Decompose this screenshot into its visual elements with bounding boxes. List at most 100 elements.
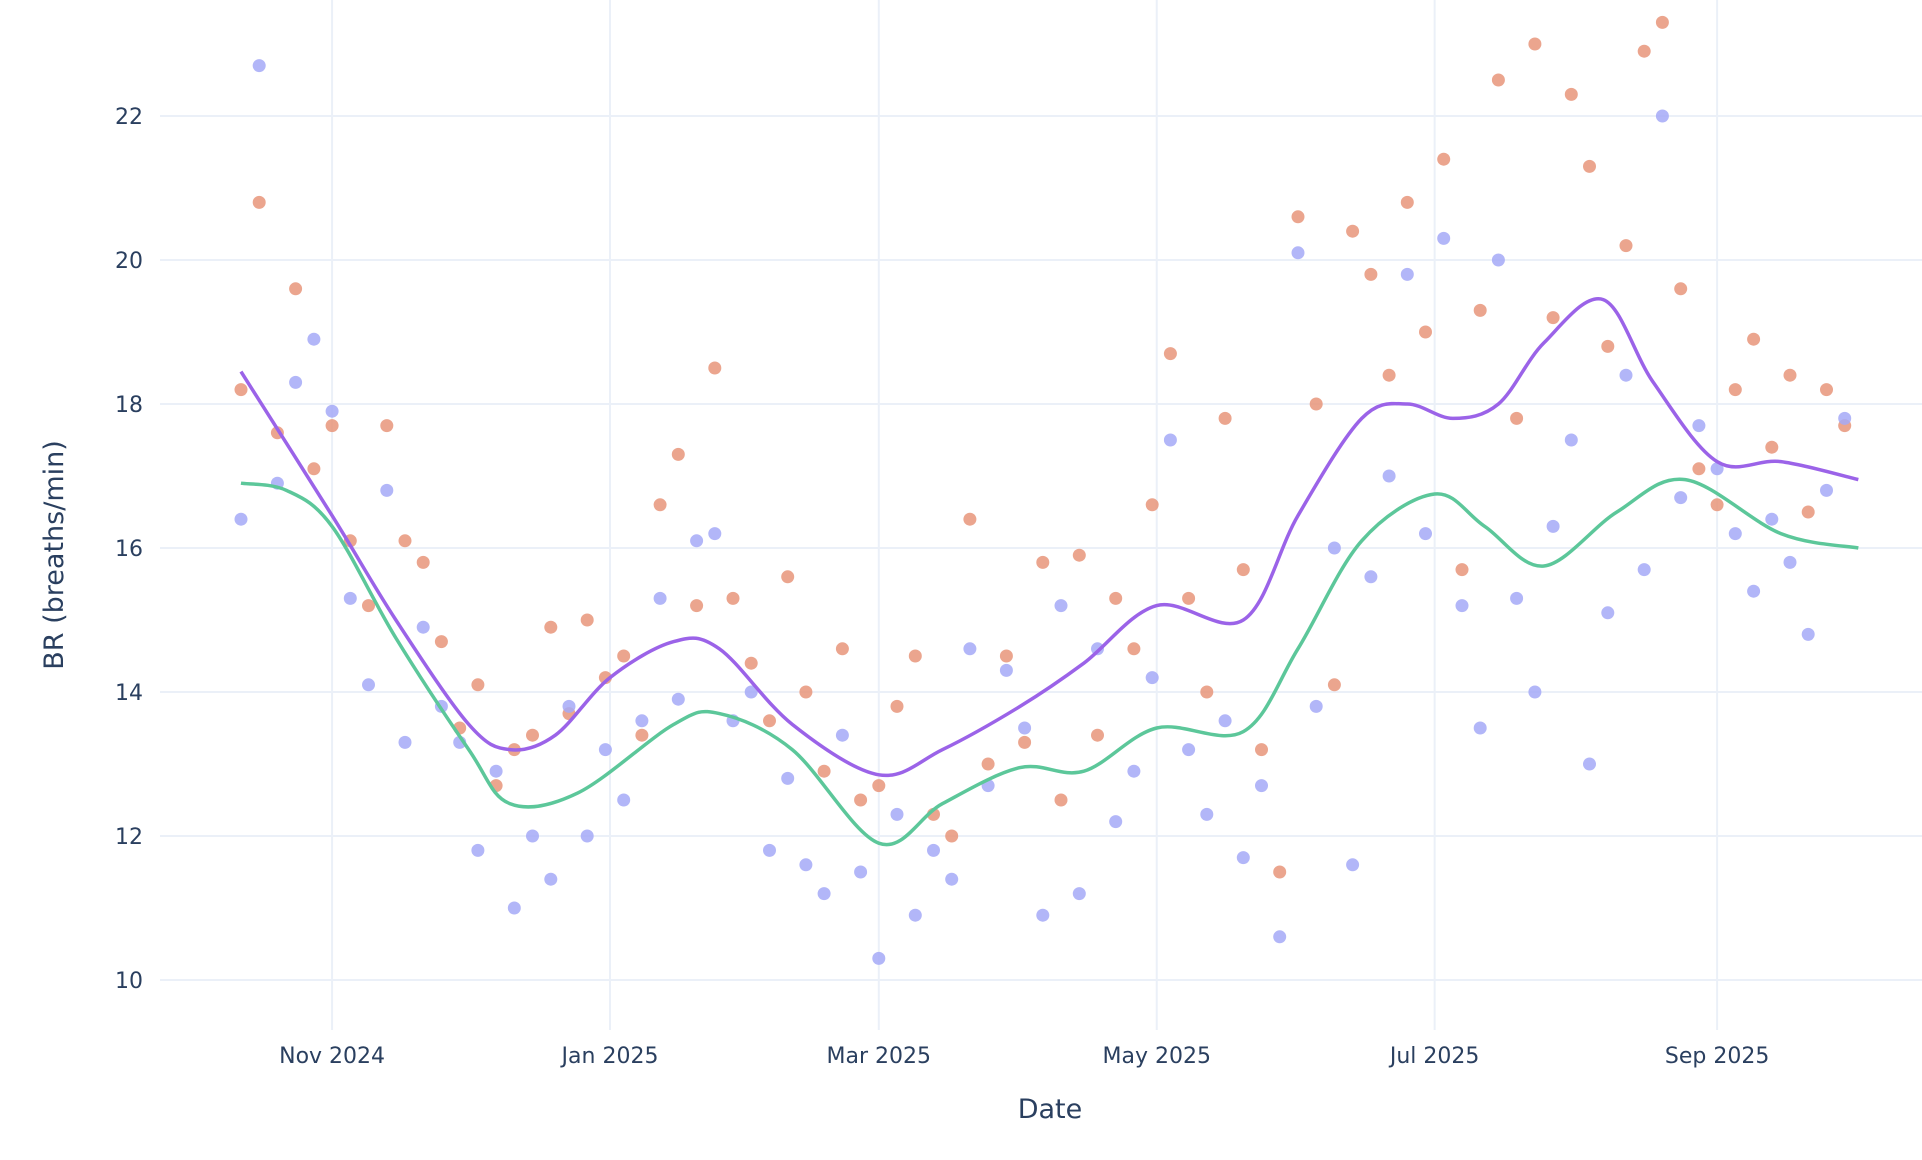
blue-marker xyxy=(234,512,248,526)
orange-marker xyxy=(1200,685,1214,699)
blue-marker xyxy=(945,872,959,886)
blue-marker xyxy=(1710,462,1724,476)
orange-marker xyxy=(1382,368,1396,382)
blue-marker xyxy=(1783,555,1797,569)
trend-lines xyxy=(239,297,1859,847)
blue-marker xyxy=(1255,779,1268,793)
orange-marker xyxy=(1619,239,1633,253)
orange-marker xyxy=(1309,397,1323,411)
blue-marker xyxy=(908,908,922,922)
blue-marker xyxy=(1346,858,1360,872)
blue-marker xyxy=(1273,930,1287,944)
x-axis-title: Date xyxy=(1018,1094,1083,1125)
blue-marker xyxy=(1309,699,1323,713)
blue-marker xyxy=(1655,109,1669,123)
blue-marker xyxy=(1072,887,1086,901)
blue-marker xyxy=(526,829,539,843)
orange-marker xyxy=(1692,462,1706,476)
blue-marker xyxy=(999,663,1013,677)
blue-marker xyxy=(1637,563,1651,577)
blue-marker xyxy=(580,829,594,843)
orange-marker xyxy=(690,599,704,613)
blue-marker xyxy=(507,901,521,915)
blue-marker xyxy=(1528,685,1542,699)
orange-marker xyxy=(1236,563,1250,577)
x-tick-label: Nov 2024 xyxy=(279,1044,385,1069)
blue-marker xyxy=(1200,807,1214,821)
orange-marker xyxy=(981,757,995,771)
orange-marker xyxy=(1747,332,1761,346)
orange-marker xyxy=(234,383,248,397)
orange-marker xyxy=(1491,73,1505,87)
orange-marker xyxy=(708,361,722,375)
orange-marker xyxy=(1018,735,1032,749)
blue-marker xyxy=(781,771,795,785)
orange-marker xyxy=(1291,210,1305,224)
orange-marker xyxy=(671,447,685,461)
x-tick-label: Sep 2025 xyxy=(1665,1044,1769,1069)
blue-marker xyxy=(252,59,266,73)
blue-marker xyxy=(1455,599,1469,613)
blue-marker xyxy=(1182,743,1196,757)
x-axis-ticks: Nov 2024 Jan 2025 Mar 2025 May 2025 Jul 2025… xyxy=(279,1044,1769,1069)
blue-marker xyxy=(1491,253,1505,267)
blue-marker xyxy=(1127,764,1141,778)
scatter-markers xyxy=(234,15,1852,965)
blue-marker xyxy=(1801,627,1815,641)
blue-marker xyxy=(1054,599,1068,613)
orange-marker xyxy=(325,419,339,433)
orange-marker xyxy=(1637,44,1651,58)
blue-marker xyxy=(817,887,831,901)
orange-marker xyxy=(1710,498,1724,512)
blue-marker xyxy=(1601,606,1615,620)
blue-marker xyxy=(927,843,940,857)
orange-marker xyxy=(854,793,868,807)
blue-marker xyxy=(1364,570,1378,584)
orange-marker xyxy=(1400,195,1414,209)
orange-marker xyxy=(1820,383,1833,397)
x-tick-label: May 2025 xyxy=(1102,1044,1210,1069)
y-tick-label: 12 xyxy=(115,825,143,850)
blue-marker xyxy=(708,527,722,541)
x-tick-label: Mar 2025 xyxy=(827,1044,932,1069)
blue-marker xyxy=(671,692,685,706)
y-tick-label: 20 xyxy=(115,249,143,274)
blue-marker xyxy=(963,642,977,656)
orange-marker xyxy=(289,282,303,296)
orange-marker xyxy=(1109,591,1123,605)
orange-marker xyxy=(1437,152,1451,166)
blue-marker xyxy=(1747,584,1761,598)
x-tick-label: Jan 2025 xyxy=(560,1044,659,1069)
orange-marker xyxy=(781,570,795,584)
blue-marker xyxy=(1382,469,1396,483)
orange-marker xyxy=(653,498,667,512)
blue-marker xyxy=(598,743,612,757)
blue-marker xyxy=(1583,757,1596,771)
gridlines xyxy=(160,0,1922,1030)
blue-marker xyxy=(1036,908,1050,922)
orange-marker xyxy=(1273,865,1287,879)
orange-marker xyxy=(526,728,539,742)
orange-marker xyxy=(1546,311,1560,325)
orange-marker xyxy=(1510,411,1524,425)
purple-trend-line xyxy=(239,297,1859,778)
blue-marker xyxy=(1327,541,1341,555)
blue-marker xyxy=(471,843,485,857)
y-axis-title: BR (breaths/min) xyxy=(39,440,70,670)
blue-marker xyxy=(1546,519,1560,533)
orange-marker xyxy=(1182,591,1196,605)
blue-marker xyxy=(1728,527,1742,541)
orange-marker xyxy=(1054,793,1068,807)
blue-marker xyxy=(890,807,904,821)
orange-marker xyxy=(1419,325,1432,339)
orange-marker xyxy=(416,555,430,569)
blue-marker xyxy=(854,865,868,879)
y-tick-label: 16 xyxy=(115,537,143,562)
blue-marker xyxy=(653,591,667,605)
y-tick-label: 22 xyxy=(115,105,143,130)
orange-marker xyxy=(1346,224,1360,238)
blue-marker xyxy=(1419,527,1432,541)
orange-marker xyxy=(1783,368,1797,382)
orange-marker xyxy=(872,779,886,793)
y-tick-label: 10 xyxy=(115,969,143,994)
